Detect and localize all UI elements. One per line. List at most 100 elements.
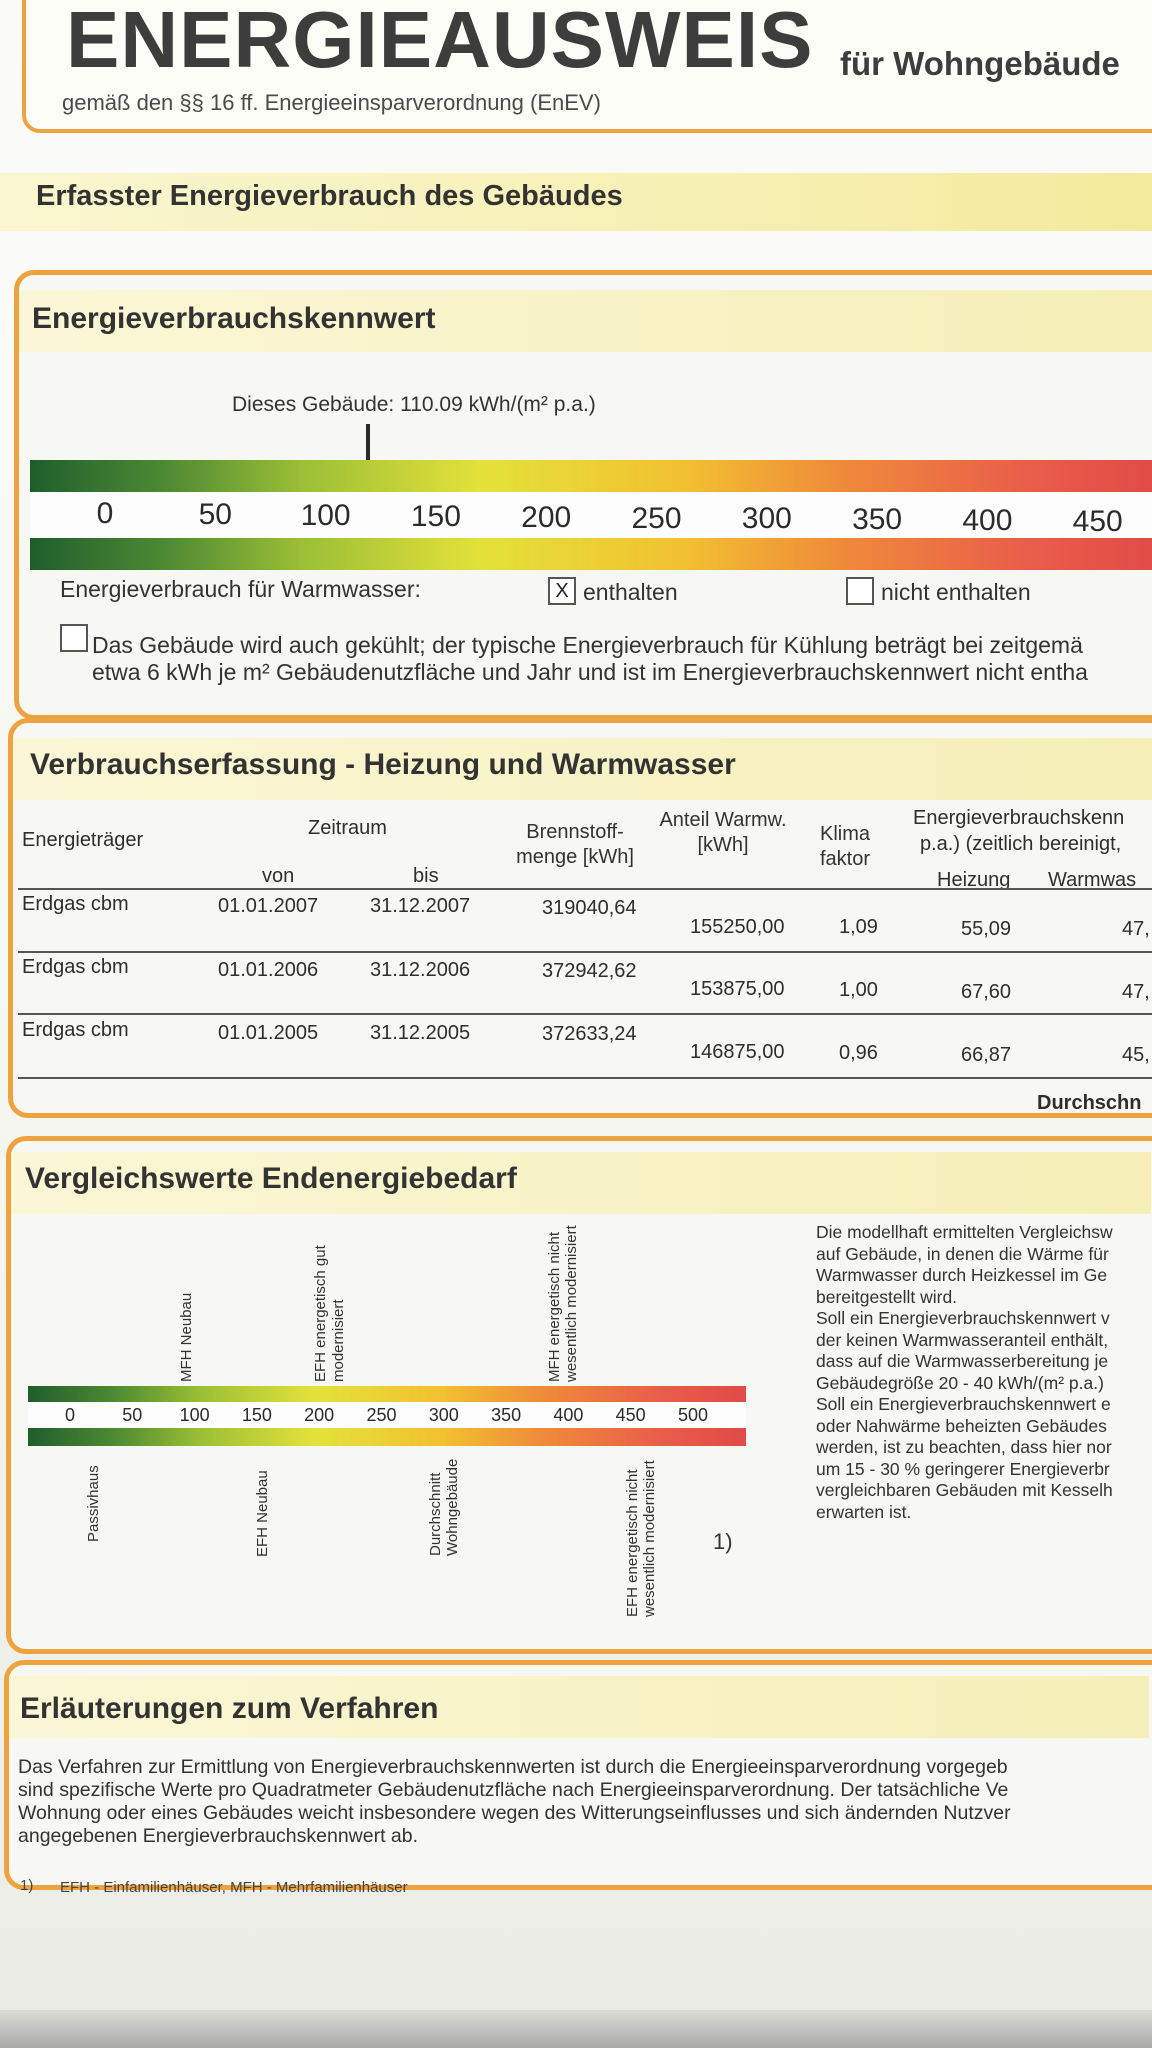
kennwert-band [19, 290, 1152, 352]
building-value-label: Dieses Gebäude: 110.09 kWh/(m² p.a.) [232, 393, 596, 416]
footnote-text: EFH - Einfamilienhäuser, MFH - Mehrfamil… [60, 1879, 408, 1896]
col-brennstoff-line-1: Brennstoff- [526, 821, 624, 843]
building-type: für Wohngebäude [840, 45, 1120, 82]
vergleich-scale-tick: 300 [428, 1405, 459, 1425]
row2-von: 01.01.2006 [218, 959, 319, 981]
vergleich-scale-tick: 450 [615, 1405, 646, 1425]
col-energietraeger: Energieträger [22, 829, 144, 851]
col-von: von [262, 865, 295, 887]
col-klima-line-1: Klima [819, 823, 870, 845]
vergleich-heading: Vergleichswerte Endenergiebedarf [25, 1162, 517, 1195]
row3-traeger: Erdgas cbm [22, 1019, 129, 1041]
erlaeuterung-line: Wohnung oder eines Gebäudes weicht insbe… [18, 1802, 1011, 1824]
col-klima-line-2: faktor [819, 848, 871, 870]
header-frame [22, 0, 1152, 133]
label-mfh-nicht-line-2: wesentlich modernisiert [563, 1225, 580, 1382]
vergleich-scale-tick: 500 [677, 1405, 709, 1425]
row2-menge: 372942,62 [542, 960, 637, 982]
row2-warmwasser: 47, [1122, 981, 1150, 1003]
label-mfh-neubau: MFH Neubau [178, 1292, 195, 1382]
nicht-enthalten-label: nicht enthalten [881, 579, 1031, 605]
side-text-line: Soll ein Energieverbrauchskennwert e [816, 1394, 1111, 1414]
side-text-line: bereitgestellt wird. [816, 1286, 958, 1307]
side-text-line: um 15 - 30 % geringerer Energieverbr [816, 1458, 1110, 1479]
row1-warmwasser: 47, [1122, 918, 1150, 940]
col-bis: bis [413, 865, 439, 887]
label-durchschnitt-line-2: Wohngebäude [444, 1458, 461, 1556]
footnote-number: 1) [20, 1877, 34, 1894]
vergleich-band [11, 1152, 1151, 1214]
erlaeuterung-line: Das Verfahren zur Ermittlung von Energie… [18, 1756, 1008, 1778]
row2-rule [18, 1013, 1152, 1015]
header-rule [18, 888, 1152, 890]
vergleich-scale-tick: 0 [64, 1405, 76, 1425]
vergleich-side-text: Die modellhaft ermittelten Vergleichsw a… [816, 1222, 1113, 1523]
vergleich-scale-tick: 50 [122, 1405, 143, 1425]
side-text-line: oder Nahwärme beheizten Gebäudes [816, 1415, 1107, 1436]
vergleich-scale-tick: 150 [241, 1405, 272, 1425]
erfassung-heading: Verbrauchserfassung - Heizung und Warmwa… [30, 748, 736, 781]
row3-klima: 0,96 [839, 1042, 878, 1064]
row2-anteil: 153875,00 [690, 978, 785, 1000]
erfassung-band [13, 738, 1152, 800]
kennwert-scale-tick: 50 [198, 497, 232, 531]
row3-anteil: 146875,00 [690, 1041, 785, 1063]
row3-heizung: 66,87 [961, 1044, 1012, 1066]
col-anteil: Anteil Warmw. [kWh] [648, 808, 798, 858]
kennwert-scale-band [30, 492, 1152, 538]
building-value-marker [366, 424, 370, 462]
vergleich-scale-band [28, 1402, 746, 1428]
side-text-line: vergleichbaren Gebäuden mit Kesselh [816, 1480, 1113, 1500]
nicht-enthalten-checkbox[interactable] [846, 577, 874, 605]
vergleich-scale-tick: 100 [179, 1405, 210, 1425]
enthalten-checkbox[interactable]: X [548, 577, 576, 605]
col-kennwert-line-2: p.a.) (zeitlich bereinigt, [920, 833, 1122, 855]
label-efh-nicht-line-2: wesentlich modernisiert [641, 1460, 658, 1617]
col-anteil-line-2: [kWh] [697, 834, 749, 856]
side-text-line: Warmwasser durch Heizkessel im Ge [816, 1265, 1108, 1285]
erlaeuterung-text: Das Verfahren zur Ermittlung von Energie… [18, 1756, 1011, 1848]
row1-von: 01.01.2007 [218, 895, 319, 917]
kennwert-heading: Energieverbrauchskennwert [32, 302, 436, 335]
label-passivhaus: Passivhaus [85, 1465, 102, 1542]
row3-bis: 31.12.2005 [370, 1022, 471, 1044]
kennwert-scale-tick: 100 [300, 498, 351, 532]
row3-warmwasser: 45, [1122, 1044, 1150, 1066]
col-anteil-line-1: Anteil Warmw. [659, 809, 787, 831]
kennwert-scale-tick: 450 [1072, 505, 1123, 539]
row3-menge: 372633,24 [542, 1023, 637, 1045]
row3-rule [18, 1077, 1152, 1079]
footnote-ref: 1) [713, 1529, 733, 1554]
side-text-line: dass auf die Warmwasserbereitung je [816, 1351, 1109, 1371]
col-brennstoff: Brennstoff- menge [kWh] [500, 820, 650, 870]
certificate-subtitle: gemäß den §§ 16 ff. Energieeinsparverord… [62, 90, 601, 115]
row2-klima: 1,00 [839, 979, 878, 1001]
erlaeuterung-heading: Erläuterungen zum Verfahren [20, 1692, 439, 1725]
row1-anteil: 155250,00 [690, 916, 785, 938]
label-durchschnitt-line-1: Durchschnitt [427, 1472, 444, 1556]
col-heizung: Heizung [937, 869, 1011, 891]
col-warmwasser: Warmwas [1048, 869, 1137, 891]
label-mfh-nicht-line-1: MFH energetisch nicht [546, 1231, 563, 1382]
erlaeuterung-line: angegebenen Energieverbrauchskennwert ab… [18, 1825, 419, 1847]
cooling-checkbox[interactable] [60, 624, 88, 652]
row2-traeger: Erdgas cbm [22, 956, 129, 978]
row1-klima: 1,09 [839, 916, 878, 938]
side-text-line: Die modellhaft ermittelten Vergleichsw [816, 1222, 1113, 1242]
kennwert-scale-tick: 250 [631, 501, 682, 535]
row1-rule [18, 951, 1152, 953]
label-efh-gut-line-1: EFH energetisch gut [312, 1245, 329, 1382]
kennwert-scale-tick: 350 [852, 503, 903, 537]
kennwert-scale-tick: 400 [962, 504, 1013, 538]
erlaeuterung-band [9, 1676, 1149, 1738]
label-efh-nicht-line-1: EFH energetisch nicht [624, 1469, 641, 1617]
certificate-title: ENERGIEAUSWEIS [66, 0, 814, 84]
side-text-line: werden, ist zu beachten, dass hier nor [816, 1437, 1112, 1457]
cooling-text-line-1: Das Gebäude wird auch gekühlt; der typis… [92, 632, 1083, 658]
section-band [0, 173, 1152, 231]
side-text-line: auf Gebäude, in denen die Wärme für [816, 1243, 1109, 1264]
row1-heizung: 55,09 [961, 918, 1012, 940]
label-efh-neubau: EFH Neubau [254, 1470, 271, 1557]
vergleich-scale-tick: 250 [366, 1405, 397, 1425]
